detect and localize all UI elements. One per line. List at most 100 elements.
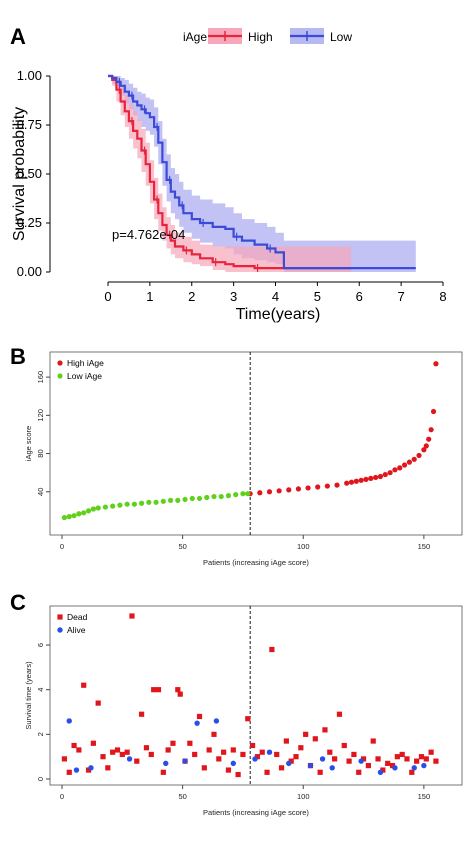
p-value: p=4.762e-04 [112,227,185,242]
point-dead [322,727,328,733]
point-dead [269,646,275,653]
panel-b: B 40 80 120 160 0 50 100 150 Patients (increasin… [10,344,463,567]
point-low-iage [66,514,72,520]
y-tick-label: 80 [36,449,45,457]
panel-c-letter: C [10,590,26,615]
x-tick-label: 100 [297,542,310,551]
point-high-iage [363,476,369,482]
x-tick-label: 50 [178,542,186,551]
x-tick-label: 4 [272,289,279,304]
point-dead [211,731,217,737]
point-dead [259,749,265,755]
point-high-iage [401,462,408,468]
point-dead [119,751,125,758]
point-alive [66,718,72,724]
point-low-iage [211,493,217,500]
plot-frame [49,351,463,536]
point-alive [163,760,169,767]
point-dead [278,765,285,771]
legend-label: Low iAge [67,371,102,381]
x-tick-label: 100 [297,792,310,801]
point-dead [414,758,420,764]
point-high-iage [353,478,359,484]
point-high-iage [368,475,374,481]
point-low-iage [196,495,203,502]
x-tick-label: 8 [439,289,446,304]
point-dead [356,769,362,775]
point-alive [411,765,417,771]
point-dead [76,747,82,753]
point-dead [370,738,376,744]
y-axis-title: Survival probability [11,107,28,241]
point-dead [221,749,227,755]
point-low-iage [71,513,77,519]
x-tick-label: 0 [60,792,64,801]
x-axis-title: Time(years) [236,306,321,323]
point-dead [303,731,309,737]
y-tick-label: 0.25 [17,215,42,230]
y-tick-label: 0.00 [17,264,42,279]
point-dead [230,747,236,753]
plot-frame [49,605,463,786]
x-tick-label: 0 [60,542,64,551]
point-alive [307,762,314,769]
point-low-iage [175,497,181,503]
point-dead [201,765,207,771]
x-axis-title: Patients (increasing iAge score) [203,808,309,817]
point-dead [380,767,386,773]
point-dead [375,756,381,762]
point-dead [385,760,391,766]
point-alive [266,749,273,755]
point-low-iage [233,492,239,498]
point-alive [392,765,398,771]
point-low-iage [167,497,174,503]
point-dead [160,769,166,775]
point-low-iage [90,506,96,512]
point-high-iage [348,479,355,485]
panel-b-letter: B [10,344,26,369]
point-dead [187,740,193,746]
legend-marker [57,614,63,620]
point-dead [394,754,400,760]
point-dead [389,763,396,769]
point-low-iage [110,503,116,509]
point-dead [95,700,101,706]
point-dead [283,738,289,744]
y-tick-label: 40 [36,488,45,496]
iage-score-plot: 40 80 120 160 0 50 100 150 Patients (increasing … [24,351,463,567]
panel-a-letter: A [10,24,26,49]
point-high-iage [295,486,302,492]
point-high-iage [257,490,263,496]
legend-label: Alive [67,625,86,635]
point-dead [293,754,299,760]
legend-marker [57,373,63,379]
point-low-iage [153,499,159,505]
point-dead [124,749,130,755]
point-dead [428,749,434,755]
point-low-iage [160,498,166,504]
point-dead [254,754,261,760]
point-high-iage [286,487,292,493]
point-low-iage [240,491,246,497]
panel-a: A iAge High Low 0.00 0.25 0.50 0.75 1.00 0 1 2 3 4 5… [10,24,447,323]
point-dead [151,687,157,693]
point-low-iage [139,500,145,506]
point-high-iage [428,427,434,433]
point-dead [225,767,232,773]
point-dead [155,687,162,693]
point-dead [360,756,367,762]
point-high-iage [266,489,273,495]
point-high-iage [382,471,388,478]
legend-label: High iAge [67,358,104,368]
point-alive [358,758,364,764]
point-low-iage [61,514,68,521]
point-dead [192,751,198,758]
point-dead [206,747,212,753]
y-tick-label: 120 [36,409,45,422]
x-tick-label: 150 [418,792,431,801]
y-axis-title: Survival time (years) [24,661,33,730]
point-dead [235,771,241,778]
point-low-iage [85,508,92,514]
point-dead [114,747,121,753]
